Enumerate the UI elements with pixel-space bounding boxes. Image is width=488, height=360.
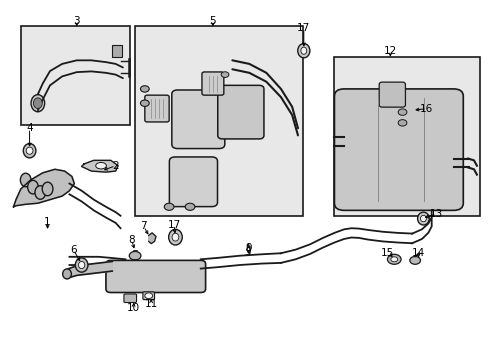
Circle shape bbox=[164, 203, 174, 210]
Circle shape bbox=[409, 256, 420, 264]
Ellipse shape bbox=[31, 95, 44, 112]
Bar bbox=[21, 26, 130, 125]
Ellipse shape bbox=[420, 215, 426, 222]
Ellipse shape bbox=[20, 173, 31, 187]
FancyBboxPatch shape bbox=[144, 95, 169, 122]
Circle shape bbox=[185, 203, 195, 210]
Polygon shape bbox=[148, 233, 156, 244]
Text: 5: 5 bbox=[209, 16, 216, 26]
Circle shape bbox=[397, 120, 406, 126]
Text: 1: 1 bbox=[44, 217, 51, 227]
Text: 3: 3 bbox=[73, 16, 80, 26]
Circle shape bbox=[221, 72, 228, 77]
Text: 11: 11 bbox=[144, 299, 158, 309]
Circle shape bbox=[129, 251, 141, 260]
Ellipse shape bbox=[168, 229, 182, 245]
Ellipse shape bbox=[28, 180, 38, 194]
Circle shape bbox=[140, 86, 149, 92]
Circle shape bbox=[397, 109, 406, 115]
Ellipse shape bbox=[172, 233, 179, 241]
Ellipse shape bbox=[417, 212, 428, 225]
Text: 10: 10 bbox=[127, 302, 140, 312]
Polygon shape bbox=[14, 169, 74, 207]
Ellipse shape bbox=[96, 162, 106, 169]
FancyBboxPatch shape bbox=[334, 89, 462, 210]
Ellipse shape bbox=[35, 186, 45, 199]
FancyBboxPatch shape bbox=[123, 294, 136, 302]
FancyBboxPatch shape bbox=[169, 157, 217, 207]
Text: 14: 14 bbox=[411, 248, 425, 258]
Text: 9: 9 bbox=[244, 243, 251, 253]
FancyBboxPatch shape bbox=[106, 260, 205, 293]
FancyBboxPatch shape bbox=[217, 85, 264, 139]
Ellipse shape bbox=[23, 144, 36, 158]
Text: 7: 7 bbox=[140, 221, 147, 231]
Text: 17: 17 bbox=[167, 220, 180, 230]
Text: 16: 16 bbox=[419, 104, 432, 113]
Ellipse shape bbox=[300, 47, 306, 54]
Ellipse shape bbox=[78, 261, 84, 269]
Ellipse shape bbox=[33, 98, 42, 109]
Ellipse shape bbox=[42, 182, 53, 196]
Text: 15: 15 bbox=[381, 248, 394, 258]
Bar bbox=[112, 45, 122, 57]
Text: 17: 17 bbox=[297, 23, 310, 33]
Bar bbox=[334, 57, 479, 216]
Ellipse shape bbox=[297, 44, 309, 58]
Polygon shape bbox=[81, 160, 118, 172]
Circle shape bbox=[390, 257, 397, 262]
Bar bbox=[135, 26, 302, 216]
FancyBboxPatch shape bbox=[378, 82, 405, 107]
Circle shape bbox=[386, 254, 400, 264]
Text: 13: 13 bbox=[429, 209, 442, 219]
Text: 4: 4 bbox=[26, 123, 33, 133]
FancyBboxPatch shape bbox=[171, 90, 224, 149]
Ellipse shape bbox=[26, 147, 33, 154]
Text: 6: 6 bbox=[70, 245, 77, 255]
Ellipse shape bbox=[62, 269, 71, 279]
Text: 12: 12 bbox=[383, 46, 396, 57]
FancyBboxPatch shape bbox=[202, 72, 224, 95]
Polygon shape bbox=[67, 261, 112, 278]
FancyBboxPatch shape bbox=[142, 292, 154, 300]
Ellipse shape bbox=[75, 258, 88, 272]
Text: 8: 8 bbox=[128, 235, 135, 245]
Circle shape bbox=[140, 100, 149, 107]
Text: 2: 2 bbox=[112, 161, 119, 171]
Circle shape bbox=[144, 293, 152, 298]
